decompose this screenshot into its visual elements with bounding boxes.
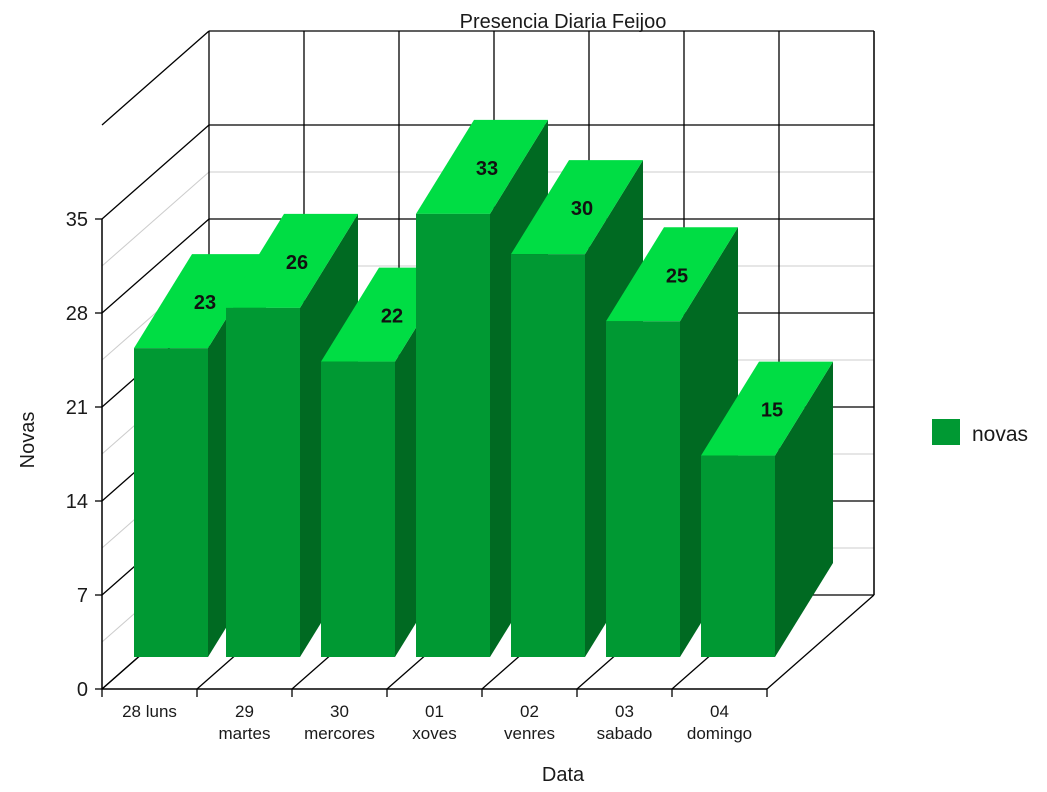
x-tick-label: 03 sabado [597,702,653,743]
data-label: 23 [194,292,216,314]
x-axis-label: Data [542,764,585,786]
data-label: 26 [286,252,308,274]
bar-top-face [701,361,833,456]
floor-depth-line [766,594,875,690]
x-tick-label: 04 domingo [687,702,752,743]
bar-top-face [416,119,548,214]
x-tick-label: 30 mercores [304,702,375,743]
bar-6 [701,361,833,657]
data-label: 22 [381,306,403,328]
grid-line-wall [101,218,210,314]
chart-bars [134,119,833,658]
bar-front-face [226,307,300,657]
y-tick-label: 21 [66,397,88,419]
legend-swatch-novas [932,419,960,445]
bar-5 [606,227,738,658]
grid-line-wall [101,124,210,220]
x-tick-label: 28 luns [122,702,177,721]
data-label: 15 [761,400,783,422]
y-tick-label: 28 [66,303,88,325]
x-tick-label: 01 xoves [412,702,456,743]
bar-front-face [416,213,490,657]
grid-line-minor [101,171,210,267]
bar-top-face [606,227,738,322]
bar-front-face [606,321,680,657]
bar-front-face [511,254,585,657]
bar-front-face [701,455,775,657]
y-tick-label: 35 [66,209,88,231]
legend-label-novas: novas [972,423,1028,446]
y-tick-label: 0 [77,679,88,701]
y-tick-label: 7 [77,585,88,607]
bar-side-face [775,361,833,657]
legend: novas [932,419,1028,446]
chart-title: Presencia Diaria Feijoo [460,11,667,33]
data-label: 25 [666,265,688,287]
bar-top-face [226,213,358,308]
bar-front-face [321,361,395,657]
y-axis-label: Novas [17,412,39,469]
chart-axes: 0 7 14 21 28 35 [66,31,875,701]
x-tick-label: 29 martes [219,702,271,743]
y-tick-label: 14 [66,491,88,513]
data-label: 33 [476,158,498,180]
chart-labels: 28 luns 29 martes 30 mercores 01 xoves 02 venres… [122,158,783,743]
bar-front-face [134,348,208,657]
bar-top-face [134,254,266,349]
grid-line-wall [101,30,210,126]
bar-top-face [511,160,643,255]
x-tick-label: 02 venres [504,702,555,743]
data-label: 30 [571,198,593,220]
